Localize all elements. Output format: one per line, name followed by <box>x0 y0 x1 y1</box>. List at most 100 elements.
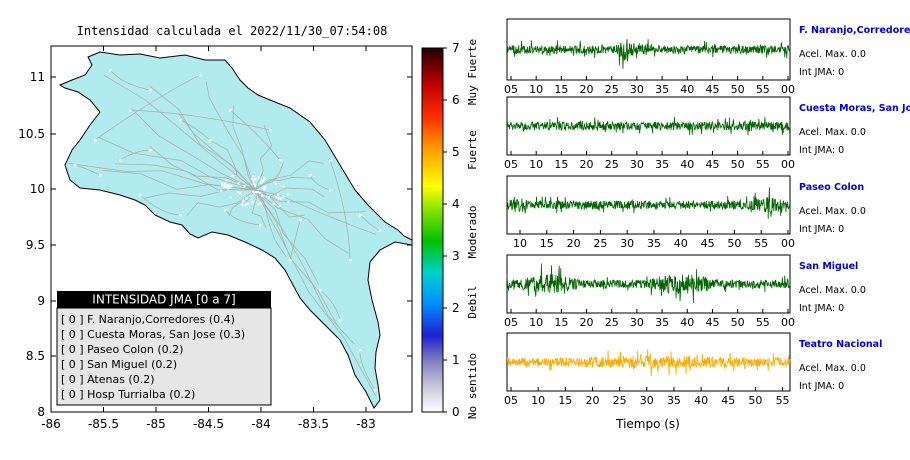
city-marker <box>282 185 285 188</box>
city-marker <box>229 109 232 112</box>
city-marker <box>259 181 263 184</box>
road <box>139 194 181 216</box>
city-marker <box>228 186 231 189</box>
colorbar-tick-label: 2 <box>452 301 460 315</box>
colorbar-tick-label: 5 <box>452 145 460 159</box>
waveform-tick-label: 45 <box>705 316 719 329</box>
map-y-tick-label: 8 <box>37 405 45 419</box>
station-int-jma: Int JMA: 0 <box>799 381 844 392</box>
map-x-axis: -86 -85.5 -85 -84.5 -84 -83.5 -83 <box>41 46 376 431</box>
colorbar-label-no-sentido: No sentido <box>466 353 479 419</box>
station-acel-max: Acel. Max. 0.0 <box>799 49 866 60</box>
road <box>229 109 281 161</box>
waveform-tick-label: 50 <box>748 394 762 407</box>
road <box>254 160 324 191</box>
city-marker <box>224 209 227 212</box>
city-marker <box>223 185 226 188</box>
chart-title: Intensidad calculada el 2022/11/30_07:54… <box>77 24 388 38</box>
waveform-tick-label: 05 <box>504 83 518 96</box>
waveform-tick-label: 40 <box>680 316 694 329</box>
city-marker <box>231 175 234 178</box>
road <box>359 349 376 391</box>
map-x-tick-label: -83 <box>356 417 376 431</box>
waveform-trace <box>506 116 791 136</box>
waveform-tick-label: 50 <box>731 83 745 96</box>
waveform-tick-label: 40 <box>674 237 688 250</box>
city-marker <box>257 203 260 206</box>
waveform-tick-label: 35 <box>655 158 669 171</box>
road <box>254 125 273 191</box>
station-int-jma: Int JMA: 0 <box>799 67 844 78</box>
map-x-tick-label: -85 <box>146 417 166 431</box>
city-marker <box>226 184 229 187</box>
city-marker <box>250 195 253 198</box>
road <box>119 149 151 161</box>
city-marker <box>220 182 224 185</box>
city-marker <box>245 197 248 200</box>
waveform-tick-label: 25 <box>605 83 619 96</box>
city-marker <box>287 193 290 196</box>
waveform-tick-label: 00 <box>781 158 795 171</box>
city-marker <box>246 202 249 205</box>
road <box>208 139 256 191</box>
legend-item: [ 0 ] F. Naranjo,Corredores (0.4) <box>61 313 235 326</box>
city-marker <box>329 159 332 162</box>
city-marker <box>225 179 228 182</box>
city-marker <box>237 182 240 185</box>
road <box>103 74 256 191</box>
waveform-tick-label: 15 <box>554 158 568 171</box>
station-name: Cuesta Moras, San Jose <box>799 103 910 114</box>
waveform-panel: 05 10 15 20 25 30 35 40 45 50 55 00 F. Naranjo,Corre… <box>504 18 910 96</box>
waveform-tick-label: 00 <box>781 237 795 250</box>
waveform-tick-label: 45 <box>701 237 715 250</box>
waveform-trace <box>506 349 791 377</box>
city-marker <box>139 194 142 197</box>
city-marker <box>252 182 255 185</box>
waveform-trace <box>506 263 791 304</box>
city-marker <box>149 89 152 92</box>
road-network <box>68 69 382 396</box>
waveform-tick-label: 40 <box>680 83 694 96</box>
waveform-tick-label: 55 <box>776 394 790 407</box>
station-acel-max: Acel. Max. 0.0 <box>799 285 866 296</box>
waveform-tick-label: 45 <box>721 394 735 407</box>
city-marker <box>209 139 212 142</box>
road <box>254 161 284 191</box>
road <box>149 86 256 191</box>
colorbar-tick-label: 4 <box>452 197 460 211</box>
waveform-tick-label: 10 <box>531 394 545 407</box>
legend-item: [ 0 ] Paseo Colon (0.2) <box>61 343 183 356</box>
city-marker <box>256 190 260 193</box>
city-marker <box>263 178 266 181</box>
station-acel-max: Acel. Max. 0.0 <box>799 127 866 138</box>
waveform-panel: 05 10 15 20 25 30 35 40 45 50 55 Teatro Nacional Ace… <box>504 332 882 407</box>
road <box>254 189 377 235</box>
city-marker <box>241 199 245 202</box>
waveform-tick-label: 20 <box>580 158 594 171</box>
road <box>254 189 319 285</box>
city-marker <box>299 219 302 222</box>
waveform-tick-label: 20 <box>580 83 594 96</box>
city-marker <box>119 159 122 162</box>
city-marker <box>253 184 256 187</box>
waveform-tick-label: 30 <box>620 237 634 250</box>
city-marker <box>277 197 280 200</box>
waveform-tick-label: 45 <box>705 158 719 171</box>
legend-header-bg <box>57 291 271 308</box>
city-marker <box>274 182 277 185</box>
road <box>74 164 101 176</box>
city-marker <box>254 177 257 180</box>
waveform-tick-label: 40 <box>680 158 694 171</box>
map-y-tick-label: 10 <box>30 182 45 196</box>
city-marker <box>227 187 230 190</box>
city-marker <box>250 177 254 180</box>
road <box>94 74 201 141</box>
city-marker <box>179 214 182 217</box>
waveform-tick-label: 10 <box>529 83 543 96</box>
legend-header: INTENSIDAD JMA [0 a 7] <box>92 293 235 307</box>
waveform-trace <box>506 187 791 219</box>
waveform-trace <box>506 39 791 69</box>
waveform-tick-label: 20 <box>567 237 581 250</box>
waveform-tick-label: 55 <box>754 237 768 250</box>
time-axis-label: Tiempo (s) <box>615 417 680 431</box>
